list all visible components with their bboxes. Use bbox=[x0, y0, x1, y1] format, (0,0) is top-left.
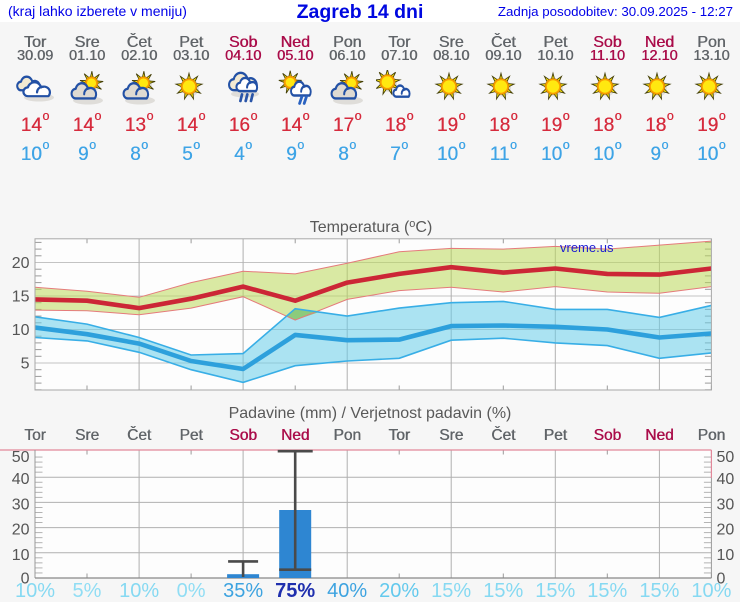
svg-text:10: 10 bbox=[717, 547, 735, 564]
svg-text:40: 40 bbox=[717, 471, 735, 488]
svg-text:0: 0 bbox=[717, 571, 726, 588]
svg-text:40: 40 bbox=[12, 471, 30, 488]
svg-text:30: 30 bbox=[12, 496, 30, 513]
svg-text:50: 50 bbox=[12, 449, 30, 466]
svg-text:20: 20 bbox=[12, 255, 30, 272]
svg-text:20: 20 bbox=[717, 522, 735, 539]
svg-text:20: 20 bbox=[12, 522, 30, 539]
svg-text:15: 15 bbox=[12, 289, 30, 306]
svg-text:10: 10 bbox=[12, 547, 30, 564]
svg-text:50: 50 bbox=[717, 449, 735, 466]
svg-text:30: 30 bbox=[717, 496, 735, 513]
svg-text:5: 5 bbox=[21, 356, 30, 373]
svg-text:0: 0 bbox=[21, 571, 30, 588]
svg-text:10: 10 bbox=[12, 322, 30, 339]
